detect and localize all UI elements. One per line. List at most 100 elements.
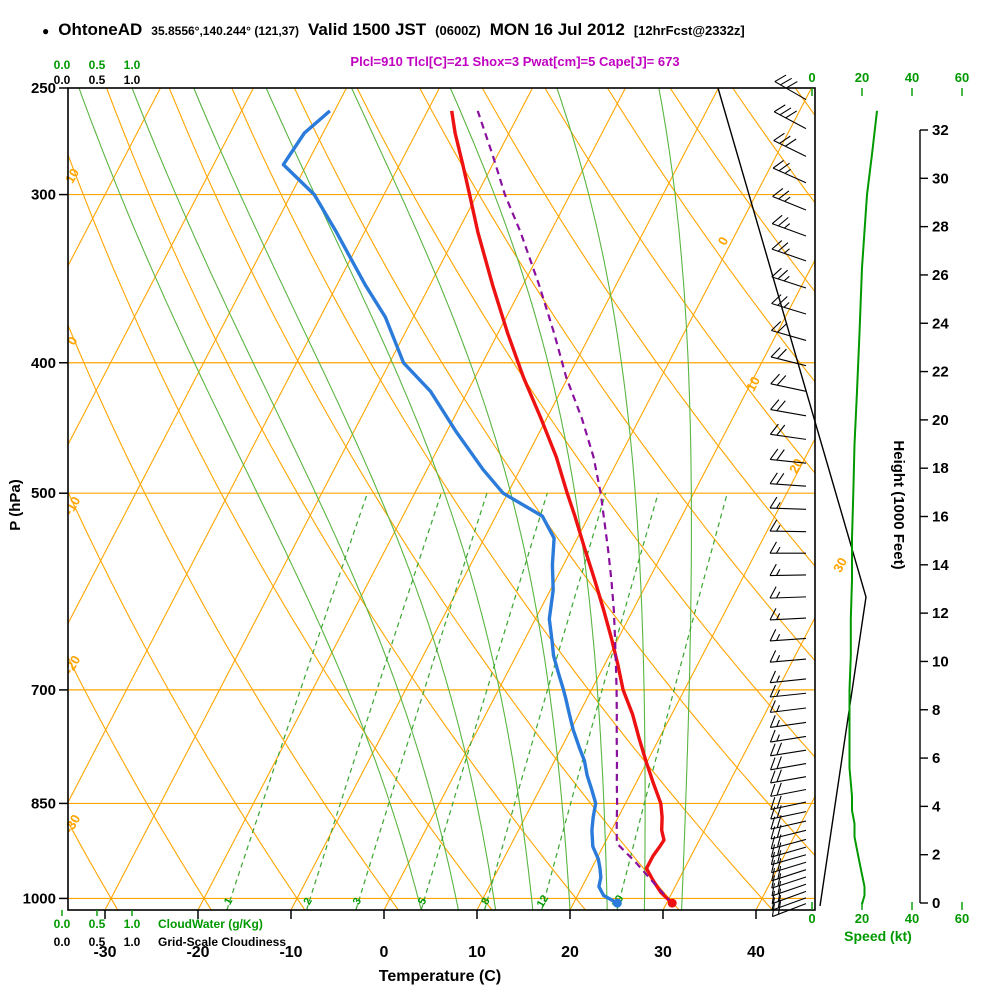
isotherm-line	[68, 88, 161, 267]
temperature-tick-label: 40	[747, 944, 765, 961]
cloudwater-scale-bottom-green: 0.5	[89, 917, 106, 931]
cloudiness-scale-bottom-black: 0.5	[89, 935, 106, 949]
dry-adiabat-line	[669, 88, 815, 293]
plot-frame	[67, 87, 816, 911]
height-tick-label: 6	[932, 750, 940, 767]
dry-adiabat-line	[356, 88, 815, 758]
height-tick-label: 26	[932, 267, 949, 284]
dry-adiabat-line	[68, 820, 119, 910]
station-marker-icon: ●	[42, 24, 50, 38]
temperature-curve	[450, 110, 674, 905]
dry-adiabat-line	[481, 88, 815, 567]
sounding-curves	[281, 109, 674, 905]
cloudwater-scale-top-green: 0.0	[54, 58, 71, 72]
dewpoint-curve	[281, 109, 619, 905]
height-tick-label: 4	[932, 798, 941, 815]
temperature-tick-label: 20	[561, 944, 579, 961]
isotherm-line	[68, 88, 254, 446]
valid-utc: (0600Z)	[435, 23, 481, 38]
valid-date: MON 16 Jul 2012	[489, 20, 625, 39]
wind-barbs	[769, 74, 807, 918]
cloudwater-scale-top-green: 0.5	[89, 58, 106, 72]
reference-line	[717, 87, 867, 907]
pressure-axis-title: P (hPa)	[7, 479, 24, 530]
speed-tick-label-bottom: 20	[855, 911, 869, 926]
pressure-tick-label: 1000	[23, 890, 56, 907]
height-tick-label: 22	[932, 364, 949, 381]
pressure-tick-label: 300	[31, 187, 56, 204]
height-tick-label: 16	[932, 509, 949, 526]
height-tick-label: 2	[932, 847, 940, 864]
isotherm-line	[662, 616, 815, 910]
height-tick-label: 32	[932, 122, 949, 139]
cloudiness-scale-top-black: 1.0	[124, 73, 141, 87]
isotherm-line	[383, 88, 812, 910]
speed-tick-label-top: 0	[808, 70, 815, 85]
chart-title: ● OhtoneAD 35.8556°,140.244° (121,37) Va…	[42, 20, 745, 40]
station-name: OhtoneAD	[58, 20, 143, 39]
mixing-ratio-line	[355, 493, 488, 910]
cloudiness-scale-top-black: 0.5	[89, 73, 106, 87]
dry-adiabat-line	[231, 88, 773, 910]
speed-tick-label-bottom: 40	[905, 911, 919, 926]
isotherm-label: 10	[743, 374, 763, 394]
dry-adiabat-line	[607, 88, 815, 383]
isotherm-line	[290, 88, 719, 910]
moist-adiabat-line	[265, 88, 534, 910]
isotherm-label: 0	[715, 234, 732, 247]
temperature-tick-label: -20	[186, 944, 209, 961]
temperature-tick-label: -10	[279, 944, 302, 961]
dry-adiabat-line	[544, 88, 815, 474]
pressure-tick-label: 400	[31, 355, 56, 372]
dry-adiabat-line	[68, 323, 399, 910]
dry-adiabat-label: -20	[61, 653, 83, 677]
moist-adiabat-line	[556, 88, 646, 910]
height-tick-label: 10	[932, 653, 949, 670]
speed-tick-label-top: 40	[905, 70, 919, 85]
mixing-ratio-lines	[226, 493, 728, 910]
height-tick-label: 12	[932, 605, 949, 622]
cloudwater-scale-bottom-green: 1.0	[124, 917, 141, 931]
moist-adiabat-line	[449, 88, 608, 910]
pressure-axis: 250 300 400 500 700 850 1000 P (hPa)	[7, 80, 68, 907]
cloudwater-scale-bottom-green: 0.0	[54, 917, 71, 931]
height-axis-title: Height (1000 Feet)	[890, 440, 907, 569]
height-tick-label: 18	[932, 460, 949, 477]
dry-adiabat-line	[419, 88, 815, 662]
mixing-ratio-labels: 123581220	[222, 893, 627, 910]
station-coords: 35.8556°,140.244° (121,37)	[151, 24, 300, 38]
dry-adiabat-line	[68, 153, 493, 910]
speed-tick-label-top: 60	[955, 70, 969, 85]
dry-adiabat-line	[858, 88, 1000, 910]
dry-adiabat-label: -10	[61, 494, 83, 518]
height-tick-label: 0	[932, 895, 940, 912]
mixing-ratio-label: 2	[301, 896, 314, 907]
mixing-ratio-label: 3	[351, 896, 364, 907]
temperature-tick-label: -30	[93, 944, 116, 961]
grid-scale-cloudiness-label: Grid-Scale Cloudiness	[158, 935, 286, 949]
height-tick-label: 8	[932, 702, 940, 719]
mixing-ratio-line	[226, 493, 368, 910]
height-tick-label: 20	[932, 412, 949, 429]
moist-adiabat-lines	[78, 88, 692, 910]
pressure-tick-label: 250	[31, 80, 56, 97]
height-tick-label: 24	[932, 315, 949, 332]
moist-adiabat-line	[351, 88, 571, 910]
temperature-axis-title: Temperature (C)	[379, 968, 501, 985]
speed-profile-curve	[848, 110, 878, 905]
isotherm-line	[197, 88, 626, 910]
pressure-tick-label: 700	[31, 682, 56, 699]
mixing-ratio-label: 5	[416, 896, 429, 907]
temperature-tick-label: 30	[654, 944, 672, 961]
cloudiness-scale-bottom-black: 0.0	[54, 935, 71, 949]
isotherm-line	[569, 437, 815, 910]
pressure-tick-label: 500	[31, 485, 56, 502]
speed-axis-title: Speed (kt)	[844, 928, 912, 944]
mixing-ratio-line	[616, 493, 728, 910]
isotherm-line	[755, 795, 815, 910]
dry-adiabat-label: -30	[61, 812, 83, 836]
isotherm-label: 30	[830, 555, 850, 575]
cloudwater-scales: 0.00.00.00.00.50.50.50.51.01.01.01.0Clou…	[54, 58, 287, 949]
